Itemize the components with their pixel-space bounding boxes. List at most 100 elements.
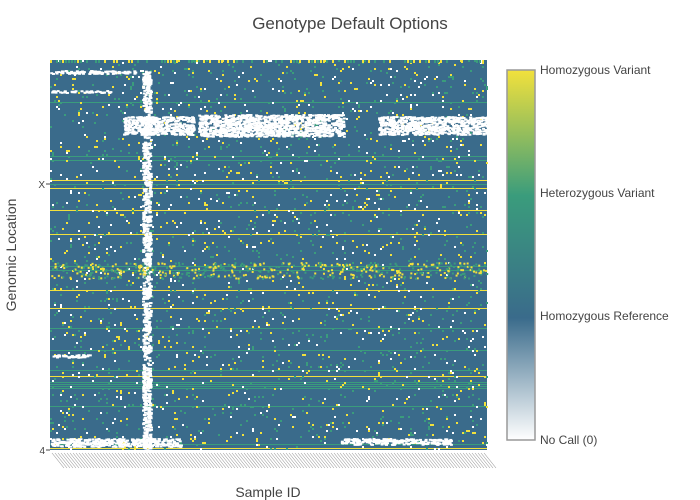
heatmap-cell xyxy=(162,336,164,338)
heatmap-nocall-cell xyxy=(386,118,390,121)
heatmap-cell xyxy=(404,322,406,324)
heatmap-nocall-cell xyxy=(402,133,406,136)
heatmap-cell xyxy=(344,240,346,242)
heatmap-cell xyxy=(270,238,272,240)
heatmap-cell xyxy=(484,262,486,264)
heatmap-cell xyxy=(292,170,294,172)
heatmap-cell xyxy=(176,140,178,142)
heatmap-cell xyxy=(104,132,106,134)
heatmap-nocall-cell xyxy=(190,132,194,135)
heatmap-cell xyxy=(428,428,430,430)
heatmap-cell xyxy=(262,414,264,416)
heatmap-cell xyxy=(286,286,288,288)
heatmap-nocall-cell xyxy=(341,120,345,123)
heatmap-cell xyxy=(102,188,104,190)
heatmap-cell xyxy=(222,298,224,300)
heatmap-cell xyxy=(266,112,268,114)
heatmap-cell xyxy=(278,368,280,370)
heatmap-cell xyxy=(260,332,262,334)
heatmap-cell xyxy=(248,224,250,226)
heatmap-nocall-cell xyxy=(336,124,340,127)
heatmap-cell xyxy=(378,362,380,364)
heatmap-plot-area[interactable] xyxy=(50,60,490,452)
heatmap-nocall-cell xyxy=(225,120,229,123)
heatmap-cell xyxy=(140,230,142,232)
heatmap-cell xyxy=(450,108,452,110)
heatmap-cell xyxy=(412,434,414,436)
heatmap-nocall-cell xyxy=(380,131,384,134)
heatmap-nocall-cell xyxy=(438,126,442,129)
heatmap-cell xyxy=(60,74,62,76)
heatmap-cell xyxy=(402,98,404,100)
heatmap-cell xyxy=(338,404,340,406)
heatmap-cell xyxy=(108,254,110,256)
heatmap-cell xyxy=(446,146,448,148)
heatmap-cell xyxy=(418,332,420,334)
heatmap-cell xyxy=(310,426,312,428)
heatmap-cell xyxy=(482,336,484,338)
heatmap-cell xyxy=(404,296,406,298)
heatmap-cell xyxy=(106,74,108,76)
heatmap-cell xyxy=(84,278,86,280)
heatmap-cell xyxy=(142,186,144,188)
heatmap-cell xyxy=(334,76,336,78)
heatmap-nocall-cell xyxy=(206,117,210,120)
heatmap-cell xyxy=(458,338,460,340)
heatmap-cell xyxy=(176,162,178,164)
heatmap-cell xyxy=(276,172,278,174)
heatmap-nocall-cell xyxy=(246,133,250,136)
heatmap-nocall-cell xyxy=(452,121,456,124)
heatmap-cell xyxy=(432,288,434,290)
heatmap-cell xyxy=(208,332,210,334)
heatmap-cell xyxy=(342,248,344,250)
heatmap-nocall-cell xyxy=(239,123,243,126)
heatmap-cell xyxy=(448,306,450,308)
heatmap-cell xyxy=(344,278,346,280)
heatmap-cell xyxy=(52,394,54,396)
heatmap-nocall-cell xyxy=(140,132,144,135)
heatmap-cell xyxy=(468,368,470,370)
heatmap-cell xyxy=(442,390,444,392)
heatmap-cell xyxy=(186,196,188,198)
heatmap-nocall-cell xyxy=(470,118,474,121)
heatmap-cell xyxy=(406,168,408,170)
heatmap-nocall-cell xyxy=(334,117,338,120)
heatmap-cell xyxy=(114,376,116,378)
heatmap-cell xyxy=(380,248,382,250)
heatmap-cell xyxy=(360,206,362,208)
heatmap-cell xyxy=(228,172,230,174)
heatmap-cell xyxy=(76,66,78,68)
heatmap-cell xyxy=(458,210,460,212)
heatmap-cell xyxy=(316,144,318,146)
heatmap-nocall-cell xyxy=(392,117,396,120)
heatmap-cell xyxy=(398,354,400,356)
heatmap-cell xyxy=(50,418,52,420)
heatmap-nocall-cell xyxy=(257,128,261,131)
heatmap-cell xyxy=(278,148,280,150)
heatmap-cell xyxy=(54,100,56,102)
heatmap-cell xyxy=(384,146,386,148)
heatmap-cell xyxy=(372,264,374,266)
heatmap-cell xyxy=(480,78,482,80)
heatmap-cell xyxy=(436,222,438,224)
heatmap-nocall-cell xyxy=(166,119,170,122)
heatmap-cell xyxy=(268,212,270,214)
heatmap-cell xyxy=(284,222,286,224)
heatmap-cell xyxy=(452,364,454,366)
heatmap-cell xyxy=(156,356,158,358)
heatmap-cell xyxy=(220,120,222,122)
heatmap-nocall-cell xyxy=(264,124,268,127)
heatmap-cell xyxy=(482,364,484,366)
heatmap-cell xyxy=(470,132,472,134)
heatmap-cell xyxy=(386,354,388,356)
heatmap-cell xyxy=(188,138,190,140)
heatmap-cell xyxy=(108,382,110,384)
heatmap-cell xyxy=(374,390,376,392)
heatmap-cell xyxy=(332,146,334,148)
heatmap-cell xyxy=(378,360,380,362)
heatmap-cell xyxy=(408,434,410,436)
heatmap-cell xyxy=(174,366,176,368)
heatmap-cell xyxy=(192,292,194,294)
heatmap-cell xyxy=(326,336,328,338)
heatmap-cell xyxy=(344,370,346,372)
